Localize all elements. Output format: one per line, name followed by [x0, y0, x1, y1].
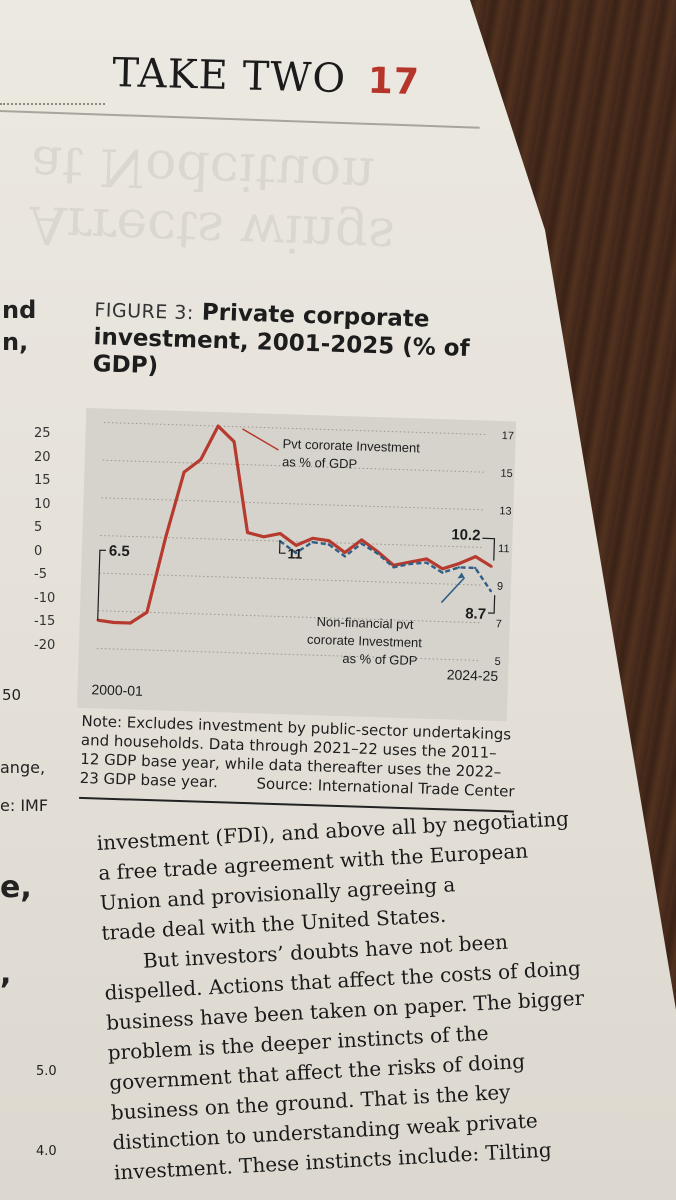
article-body: investment (FDI), and above all by negot… [96, 802, 614, 1188]
gridline [101, 497, 486, 511]
left-tick-4: 4.0 [36, 1144, 57, 1159]
data-point [425, 561, 428, 564]
y-tick-label: 9 [497, 581, 503, 593]
data-point [360, 542, 363, 545]
left-chart-tick-label: 15 [34, 473, 51, 488]
figure-title: FIGURE 3: Private corporate investment, … [92, 296, 524, 391]
data-point [145, 611, 149, 614]
data-point [262, 535, 265, 539]
data-point [294, 544, 298, 547]
data-point [457, 562, 461, 565]
annotation-10-2: 10.2 [451, 526, 481, 544]
header-rule [0, 110, 480, 129]
data-point [112, 621, 116, 624]
data-point [216, 424, 220, 428]
x-tick-label-start: 2000-01 [91, 681, 143, 699]
line-chart: 17 15 13 11 9 7 5 6.5 11 10.2 8.7 Pvt cororate Inve… [91, 422, 514, 699]
left-chart-tick-label: 0 [34, 543, 43, 559]
data-point [489, 589, 493, 593]
left-chart-tick-label: -10 [34, 590, 56, 606]
left-dotted-rule [0, 103, 105, 105]
legend-nf-line2: cororate Investment [307, 632, 423, 651]
data-point [294, 551, 298, 555]
left-axis-fragment: 50 [2, 686, 22, 704]
data-point [278, 532, 282, 535]
figure-3: FIGURE 3: Private corporate investment, … [73, 292, 530, 846]
left-chart-tick-label: 10 [34, 496, 51, 512]
data-point [311, 537, 314, 540]
y-tick-label: 15 [500, 468, 513, 480]
data-point [311, 540, 314, 544]
data-point [327, 543, 331, 546]
annotation-bracket [488, 595, 496, 614]
legend-pvt-line1: Pvt cororate Investment [282, 436, 420, 455]
legend-nf-line1: Non-financial pvt [316, 614, 414, 632]
annotation-11: 11 [287, 545, 303, 561]
data-point [425, 557, 428, 561]
data-point [360, 538, 363, 542]
left-chart-tick-label: -20 [34, 637, 56, 653]
gridline [96, 647, 481, 661]
chart-area: 17 15 13 11 9 7 5 6.5 11 10.2 8.7 Pvt cororate Inve… [76, 407, 517, 722]
left-text-fragment-1: ange, [0, 758, 46, 777]
section-title: TAKE TWO [111, 50, 347, 103]
data-point [490, 565, 493, 568]
y-tick-label: 11 [498, 543, 510, 555]
left-chart-tick-label: 20 [34, 449, 51, 465]
data-point [246, 531, 249, 534]
bleed-through-text: Arrects wings at Nodcituon [28, 133, 396, 267]
y-tick-label: 5 [494, 656, 500, 668]
data-point [441, 567, 444, 571]
y-tick-label: 13 [499, 505, 512, 517]
legend-pvt-line2: as % of GDP [282, 454, 358, 471]
data-point [441, 571, 444, 574]
nonfinancial-investment-line [279, 540, 492, 592]
annotation-bracket [97, 549, 106, 621]
data-point [392, 566, 395, 569]
gridline [103, 422, 488, 436]
data-point [232, 440, 236, 443]
data-point [199, 458, 202, 461]
data-point [376, 552, 379, 555]
legend-pointer-nf [440, 577, 466, 604]
annotation-bracket [278, 541, 286, 554]
data-point [129, 621, 132, 625]
section-header: TAKE TWO 17 [112, 50, 421, 104]
left-headline-fragment-3: e, [0, 870, 32, 905]
gridline [97, 610, 482, 624]
data-point [182, 470, 186, 474]
x-tick-label-end: 2024-25 [447, 666, 499, 684]
data-point [164, 536, 167, 539]
figure-label: FIGURE 3: [94, 299, 195, 325]
left-headline-fragment-1: nd [2, 296, 37, 324]
legend-pointer-pvt [242, 428, 279, 451]
left-headline-fragment-2: n, [2, 328, 29, 356]
left-chart-tick-label: -15 [34, 614, 56, 629]
data-point [473, 566, 477, 570]
left-source-fragment: e: IMF [0, 796, 49, 815]
figure-note: Note: Excludes investment by public-sect… [79, 712, 516, 802]
annotation-bracket [482, 537, 496, 561]
annotation-8-7: 8.7 [465, 605, 486, 623]
data-point [343, 551, 347, 554]
left-chart-tick-label: 5 [34, 520, 43, 535]
left-tick-5: 5.0 [36, 1064, 57, 1079]
left-chart-tick-label: -5 [34, 567, 47, 582]
data-point [457, 566, 461, 569]
data-point [327, 539, 331, 542]
data-point [408, 562, 412, 566]
data-point [343, 555, 347, 558]
y-tick-label: 7 [496, 618, 502, 630]
data-point [474, 555, 477, 558]
annotation-6-5: 6.5 [109, 542, 130, 560]
left-headline-fragment-4: , [0, 956, 12, 991]
legend-arrowhead-nf [457, 572, 465, 579]
page-number: 17 [367, 60, 421, 104]
left-chart-tick-label: 25 [34, 426, 51, 441]
y-tick-label: 17 [501, 430, 514, 442]
legend-nf-line3: as % of GDP [342, 651, 418, 668]
